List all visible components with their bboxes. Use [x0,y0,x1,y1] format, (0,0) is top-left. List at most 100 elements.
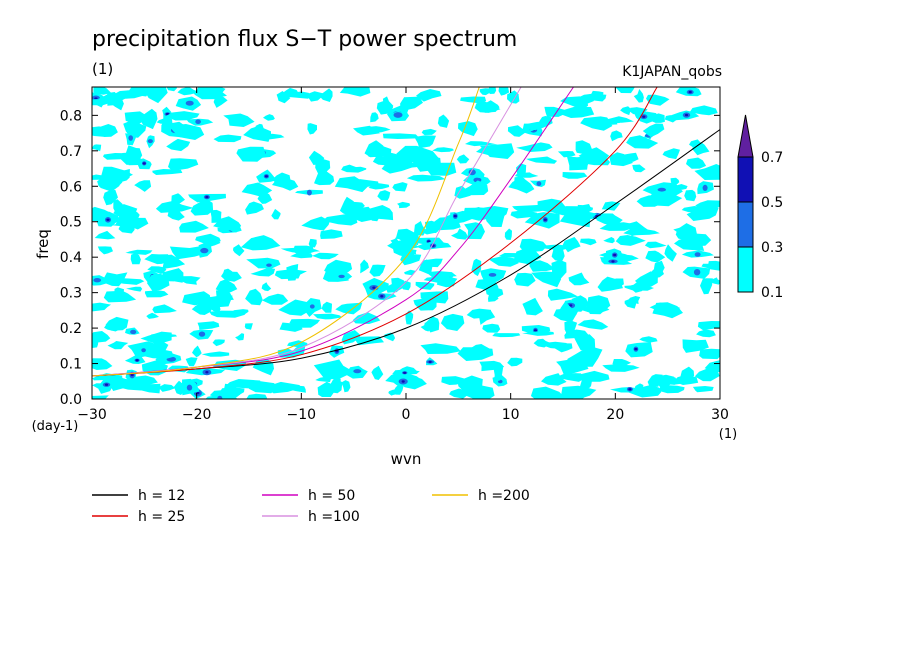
contour-patch [476,206,509,221]
contour-patch [192,345,202,358]
contour-patch [349,206,380,222]
contour-patch [574,362,583,370]
contour-patch [213,134,242,143]
contour-patch [263,114,275,121]
contour-peak [128,135,133,141]
contour-patch [580,379,593,389]
contour-patch [278,299,313,316]
contour-patch [339,87,371,97]
colorbar-label: 0.1 [761,285,783,301]
contour-patch [140,383,161,394]
contour-patch [140,331,172,344]
contour-patch [460,96,487,104]
x-tick-label: −20 [182,407,212,423]
contour-peak [693,269,701,276]
contour-patch [94,230,116,240]
contour-patch [560,96,595,107]
contour-patch [196,295,233,308]
contour-patch [577,93,607,102]
contour-patch [673,375,699,385]
contour-patch [603,237,615,244]
contour-patch [620,152,639,163]
contour-patch [166,138,191,152]
contour-patch [117,214,126,222]
x-axis-units: (1) [719,427,737,442]
contour-patch [392,182,408,192]
contour-patch [401,249,417,255]
contour-patch [454,185,471,199]
contour-patch [522,297,543,316]
dataset-label: K1JAPAN_qobs [622,64,722,80]
contour-patch [159,254,186,270]
curve-h-200 [92,87,480,377]
contour-peak-core [611,260,615,263]
contour-patch [223,113,255,127]
contour-patch [360,259,369,274]
contour-patch [101,272,128,287]
contour-patch [399,162,425,168]
contour-patch [555,342,573,353]
contour-patch [580,238,597,246]
contour-peak [141,348,146,353]
contour-peak [657,187,666,192]
contour-patch [689,105,718,116]
contour-patch [654,260,665,274]
contour-peak [198,331,206,337]
contour-patch [557,301,577,320]
contour-patch [168,158,199,171]
contour-patch [166,87,177,92]
curve-h-100 [92,87,522,377]
contour-patch [624,285,654,291]
contour-patch [530,386,564,399]
contour-patch [612,359,631,367]
contour-patch [414,135,436,149]
contour-patch [334,176,369,193]
contour-peak [306,189,312,196]
contour-patch [308,238,317,248]
contour-patch [212,339,225,347]
contour-patch [400,253,422,266]
contour-patch [92,358,113,370]
contour-patch [353,125,380,136]
contour-patch [371,365,384,380]
contour-peak-core [104,383,109,386]
contour-patch [479,310,496,325]
contour-patch [394,235,420,243]
contour-patch [366,143,392,157]
contour-peak-core [543,218,547,221]
contour-patch [130,252,141,265]
contour-patch [696,329,716,338]
contour-patch [664,115,679,123]
contour-patch [341,380,351,393]
contour-patch [286,264,299,281]
contour-peak [488,273,497,277]
contour-patch [197,321,220,330]
contour-patch [383,332,396,342]
contour-patch [164,111,200,121]
contour-patch [507,357,523,367]
contour-patch [686,157,707,169]
contour-patch [536,394,574,399]
contour-patch [547,288,579,301]
contour-patch [580,116,613,131]
contour-patch [97,124,118,137]
contour-patch [370,112,379,123]
contour-patch [644,241,667,249]
contour-peak-core [688,90,692,94]
y-axis: 0.0 0.1 0.2 0.3 0.4 0.5 0.6 0.7 0.8 [60,108,720,408]
contour-patch [132,375,158,386]
contour-patch [315,158,331,177]
contour-patch [146,312,159,319]
contour-patch [246,257,281,269]
contour-patch [632,164,646,173]
contour-patch [104,322,124,332]
contour-patch [471,258,482,277]
contour-patch [463,384,495,399]
contour-peak [309,304,315,309]
contour-patch [634,271,658,288]
contour-peak [694,252,701,257]
contour-patch [597,276,623,292]
contour-patch [423,276,454,284]
contour-peak-core [533,329,538,332]
contour-peak-core [428,360,432,364]
